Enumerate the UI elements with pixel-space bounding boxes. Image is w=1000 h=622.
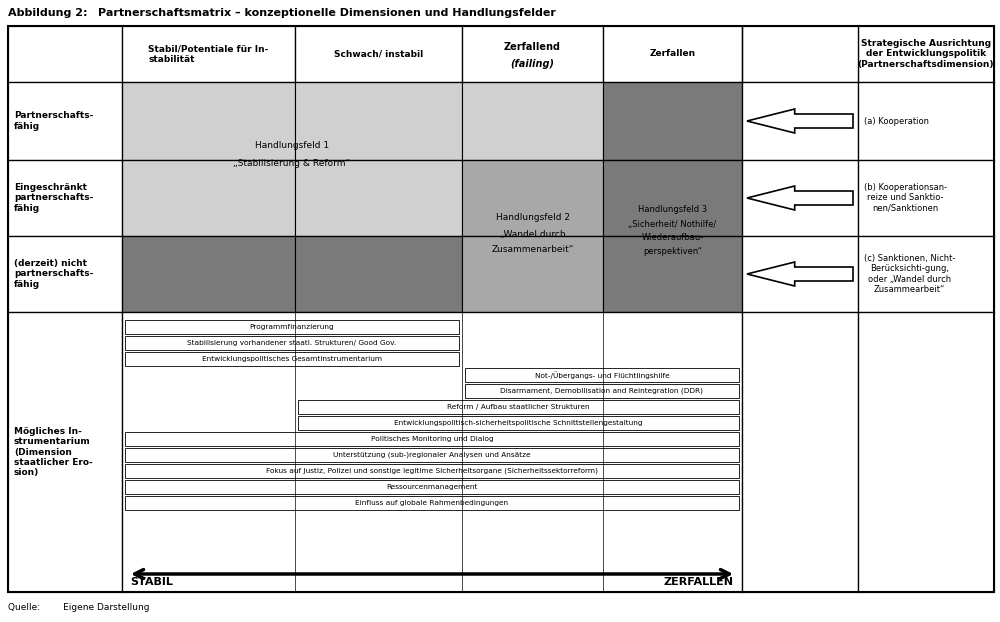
Text: Politisches Monitoring und Dialog: Politisches Monitoring und Dialog <box>371 436 493 442</box>
Text: STABIL: STABIL <box>130 577 173 587</box>
Bar <box>858 236 994 312</box>
Text: Partnerschaftsmatrix – konzeptionelle Dimensionen und Handlungsfelder: Partnerschaftsmatrix – konzeptionelle Di… <box>98 8 556 18</box>
Text: Unterstützung (sub-)regionaler Analysen und Ansätze: Unterstützung (sub-)regionaler Analysen … <box>333 452 531 458</box>
Bar <box>8 26 122 82</box>
Text: Entwicklungspolitisches Gesamtinstrumentarium: Entwicklungspolitisches Gesamtinstrument… <box>202 356 382 362</box>
Bar <box>125 320 459 334</box>
Text: „Stabilisierung & Reform“: „Stabilisierung & Reform“ <box>233 159 351 167</box>
Text: Handlungsfeld 1: Handlungsfeld 1 <box>255 141 329 149</box>
Text: (c) Sanktionen, Nicht-
Berücksichti-gung,
oder „Wandel durch
Zusammearbeit“: (c) Sanktionen, Nicht- Berücksichti-gung… <box>864 254 955 294</box>
Bar <box>742 26 858 82</box>
Text: Zerfallen: Zerfallen <box>649 50 696 58</box>
Text: „Wandel durch: „Wandel durch <box>500 230 565 238</box>
Text: Abbildung 2:: Abbildung 2: <box>8 8 88 18</box>
Bar <box>125 352 459 366</box>
Text: Programmfinanzierung: Programmfinanzierung <box>250 324 334 330</box>
Text: Strategische Ausrichtung
der Entwicklungspolitik
(Partnerschaftsdimension): Strategische Ausrichtung der Entwicklung… <box>858 39 994 69</box>
Bar <box>8 160 122 236</box>
Polygon shape <box>747 109 853 133</box>
Text: Stabil/Potentiale für In-
stabilität: Stabil/Potentiale für In- stabilität <box>148 44 269 63</box>
Text: ZERFALLEN: ZERFALLEN <box>664 577 734 587</box>
Bar <box>465 368 739 382</box>
Bar <box>742 236 858 312</box>
Bar <box>462 236 603 312</box>
Bar <box>462 26 603 82</box>
Text: Handlungsfeld 3: Handlungsfeld 3 <box>638 205 707 215</box>
Bar <box>125 464 739 478</box>
Bar <box>603 236 742 312</box>
Bar <box>462 82 603 160</box>
Bar <box>298 400 739 414</box>
Bar <box>298 416 739 430</box>
Bar <box>122 26 295 82</box>
Bar <box>125 448 739 462</box>
Bar <box>462 160 603 236</box>
Text: Einfluss auf globale Rahmenbedingungen: Einfluss auf globale Rahmenbedingungen <box>355 500 509 506</box>
Text: Disarmament, Demobilisation and Reintegration (DDR): Disarmament, Demobilisation and Reintegr… <box>501 388 704 394</box>
Bar <box>742 82 858 160</box>
Text: Reform / Aufbau staatlicher Strukturen: Reform / Aufbau staatlicher Strukturen <box>447 404 590 410</box>
Bar <box>125 336 459 350</box>
Bar <box>125 480 739 494</box>
Bar <box>742 312 858 592</box>
Text: Fokus auf Justiz, Polizei und sonstige legitime Sicherheitsorgane (Sicherheitsse: Fokus auf Justiz, Polizei und sonstige l… <box>266 468 598 474</box>
Text: Ressourcenmanagement: Ressourcenmanagement <box>386 484 478 490</box>
Bar <box>858 26 994 82</box>
Bar <box>122 236 295 312</box>
Bar <box>122 82 295 160</box>
Text: Wiederaufbau-: Wiederaufbau- <box>641 233 704 243</box>
Bar <box>603 82 742 160</box>
Text: perspektiven“: perspektiven“ <box>643 248 702 256</box>
Text: Partnerschafts-
fähig: Partnerschafts- fähig <box>14 111 93 131</box>
Text: Stabilisierung vorhandener staatl. Strukturen/ Good Gov.: Stabilisierung vorhandener staatl. Struk… <box>187 340 397 346</box>
Bar <box>8 236 122 312</box>
Text: (a) Kooperation: (a) Kooperation <box>864 116 929 126</box>
Bar <box>742 160 858 236</box>
Polygon shape <box>747 186 853 210</box>
Text: Zusammenarbeit“: Zusammenarbeit“ <box>491 246 574 254</box>
Text: (derzeit) nicht
partnerschafts-
fähig: (derzeit) nicht partnerschafts- fähig <box>14 259 93 289</box>
Bar <box>8 82 122 160</box>
Text: Handlungsfeld 2: Handlungsfeld 2 <box>496 213 570 223</box>
Bar <box>858 160 994 236</box>
Bar <box>125 432 739 446</box>
Bar <box>122 312 742 592</box>
Text: Mögliches In-
strumentarium
(Dimension
staatlicher Ero-
sion): Mögliches In- strumentarium (Dimension s… <box>14 427 93 477</box>
Bar <box>858 82 994 160</box>
Bar <box>465 384 739 398</box>
Bar <box>295 160 462 236</box>
Bar <box>295 236 462 312</box>
Bar <box>295 26 462 82</box>
Text: Quelle:        Eigene Darstellung: Quelle: Eigene Darstellung <box>8 603 150 612</box>
Text: (b) Kooperationsan-
reize und Sanktio-
nen/Sanktionen: (b) Kooperationsan- reize und Sanktio- n… <box>864 183 947 213</box>
Text: „Sicherheit/ Nothilfe/: „Sicherheit/ Nothilfe/ <box>628 220 717 228</box>
Bar <box>603 160 742 236</box>
Text: Entwicklungspolitisch-sicherheitspolitische Schnittstellengestaltung: Entwicklungspolitisch-sicherheitspolitis… <box>394 420 643 426</box>
Bar <box>858 312 994 592</box>
Text: Not-/Übergangs- und Flüchtlingshilfe: Not-/Übergangs- und Flüchtlingshilfe <box>535 371 669 379</box>
Bar <box>122 160 295 236</box>
Text: Eingeschränkt
partnerschafts-
fähig: Eingeschränkt partnerschafts- fähig <box>14 183 93 213</box>
Bar <box>125 496 739 510</box>
Bar <box>295 82 462 160</box>
Bar <box>8 312 122 592</box>
Text: (failing): (failing) <box>511 59 554 69</box>
Text: Zerfallend: Zerfallend <box>504 42 561 52</box>
Polygon shape <box>747 262 853 286</box>
Text: Schwach/ instabil: Schwach/ instabil <box>334 50 423 58</box>
Bar <box>603 26 742 82</box>
